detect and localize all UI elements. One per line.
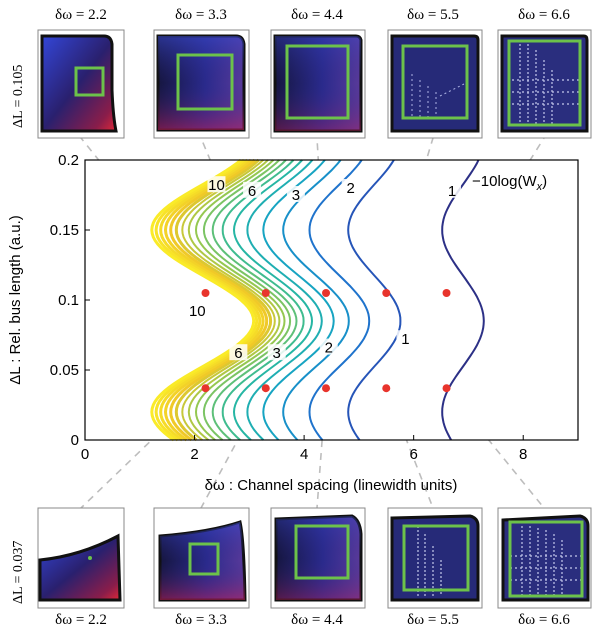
inset-top-4 (387, 29, 483, 139)
contour-line-6.5 (187, 159, 281, 441)
contour-label: 6 (248, 183, 256, 200)
contour-label-bg (243, 181, 262, 198)
top-inset-row: ΔL = 0.105 δω = 2.2 δω = 3.3 δω = 4.4 δω… (11, 7, 592, 139)
contour-line-8 (169, 158, 269, 442)
connector-bottom (385, 387, 434, 509)
y-tick-label: 0.1 (58, 292, 79, 309)
top-title-3: δω = 4.4 (291, 7, 343, 23)
bottom-title-2: δω = 3.3 (175, 612, 227, 628)
top-row-label: ΔL = 0.105 (11, 65, 26, 128)
sample-point (442, 384, 451, 393)
contour-label-bg (188, 302, 207, 319)
contour-label-bg (319, 338, 338, 355)
bottom-title-3: δω = 4.4 (291, 612, 343, 628)
contour-label-bg (267, 344, 286, 361)
contour-lines (150, 158, 485, 442)
sample-point (322, 289, 331, 297)
y-tick-label: 0 (71, 432, 79, 449)
contour-line-5.5 (202, 159, 292, 441)
contour-label-bg (286, 186, 305, 202)
y-tick-label: 0.2 (58, 152, 79, 169)
contour-plot: 10 6 3 2 1 10 6 3 2 1 0 2 4 6 8 0 0.05 0.1 0.15 0.2 δω : C… (7, 152, 579, 494)
contour-line-3.5 (246, 159, 323, 441)
y-tick-label: 0.15 (50, 222, 79, 239)
inset-bottom-5 (497, 507, 592, 609)
contour-label-bg (396, 330, 415, 347)
connector-bottom (200, 387, 267, 509)
bottom-title-4: δω = 5.5 (407, 612, 459, 628)
contour-label: 10 (189, 303, 206, 320)
contour-line-4 (232, 159, 314, 441)
inset-top-3 (270, 29, 366, 139)
contour-line-7 (181, 159, 276, 441)
sample-point (382, 289, 391, 297)
sample-point (201, 289, 210, 297)
contour-label: 1 (448, 183, 456, 200)
contour-label: 6 (234, 345, 242, 362)
contour-line-3 (262, 159, 335, 441)
sample-point (442, 289, 451, 297)
x-axis-label: δω : Channel spacing (linewidth units) (205, 477, 458, 494)
contour-line-1.5 (347, 159, 402, 441)
contour-line-1 (441, 159, 485, 441)
inset-bottom-2 (153, 507, 250, 609)
contour-label-bg (207, 176, 226, 193)
contour-label-bg (443, 181, 462, 198)
axes: 0 2 4 6 8 0 0.05 0.1 0.15 0.2 (50, 152, 528, 463)
sample-point (382, 384, 391, 393)
contour-label-bg (341, 179, 360, 195)
x-tick-label: 6 (409, 446, 417, 463)
contour-label: 1 (401, 331, 409, 348)
legend-text: −10log(W (472, 173, 537, 190)
inset-top-2 (153, 29, 250, 139)
y-axis-label: ΔL : Rel. bus length (a.u.) (7, 215, 24, 385)
x-tick-label: 2 (190, 446, 198, 463)
contour-line-6 (194, 159, 286, 441)
bottom-row-label: ΔL = 0.037 (11, 541, 26, 604)
contour-line-2 (308, 159, 371, 441)
inset-bottom-1 (37, 507, 125, 609)
inset-top-5 (497, 29, 592, 139)
contour-line-2.5 (282, 159, 350, 441)
legend-label: −10log(Wx) (472, 173, 547, 193)
inset-top-1 (37, 29, 125, 139)
legend-close: ) (542, 173, 547, 190)
contour-labels: 10 6 3 2 1 10 6 3 2 1 (188, 176, 462, 362)
contour-label-bg (229, 344, 248, 361)
contour-line-4.5 (221, 159, 305, 441)
x-tick-label: 4 (300, 446, 308, 463)
x-tick-label: 8 (519, 446, 527, 463)
top-title-2: δω = 3.3 (175, 7, 227, 23)
top-title-4: δω = 5.5 (407, 7, 459, 23)
sample-points (201, 289, 451, 393)
contour-label: 3 (292, 187, 300, 204)
inset-bottom-3 (270, 507, 366, 609)
contour-label: 2 (325, 340, 333, 357)
bottom-title-5: δω = 6.6 (518, 612, 570, 628)
contour-line-5 (211, 159, 298, 441)
inset-bottom-4 (387, 507, 483, 609)
sample-point (261, 384, 270, 393)
contour-line-10 (150, 158, 256, 442)
legend-subscript: x (536, 181, 543, 193)
contour-label: 2 (347, 180, 355, 197)
contour-line-8.5 (163, 158, 265, 442)
y-tick-label: 0.05 (50, 362, 79, 379)
contour-label: 3 (273, 345, 281, 362)
bottom-title-1: δω = 2.2 (55, 612, 107, 628)
contour-line-9 (159, 158, 262, 442)
contour-line-9.5 (154, 158, 259, 442)
bottom-inset-row: ΔL = 0.037 δω = 2.2 δω = 3.3 δω = 4.4 δω… (11, 507, 592, 628)
sample-point (201, 384, 210, 393)
top-title-5: δω = 6.6 (518, 7, 570, 23)
sample-point (261, 289, 270, 297)
x-tick-label: 0 (81, 446, 89, 463)
sample-point (322, 384, 331, 393)
contour-label: 10 (208, 177, 225, 194)
top-title-1: δω = 2.2 (55, 7, 107, 23)
contour-line-7.5 (174, 158, 273, 442)
